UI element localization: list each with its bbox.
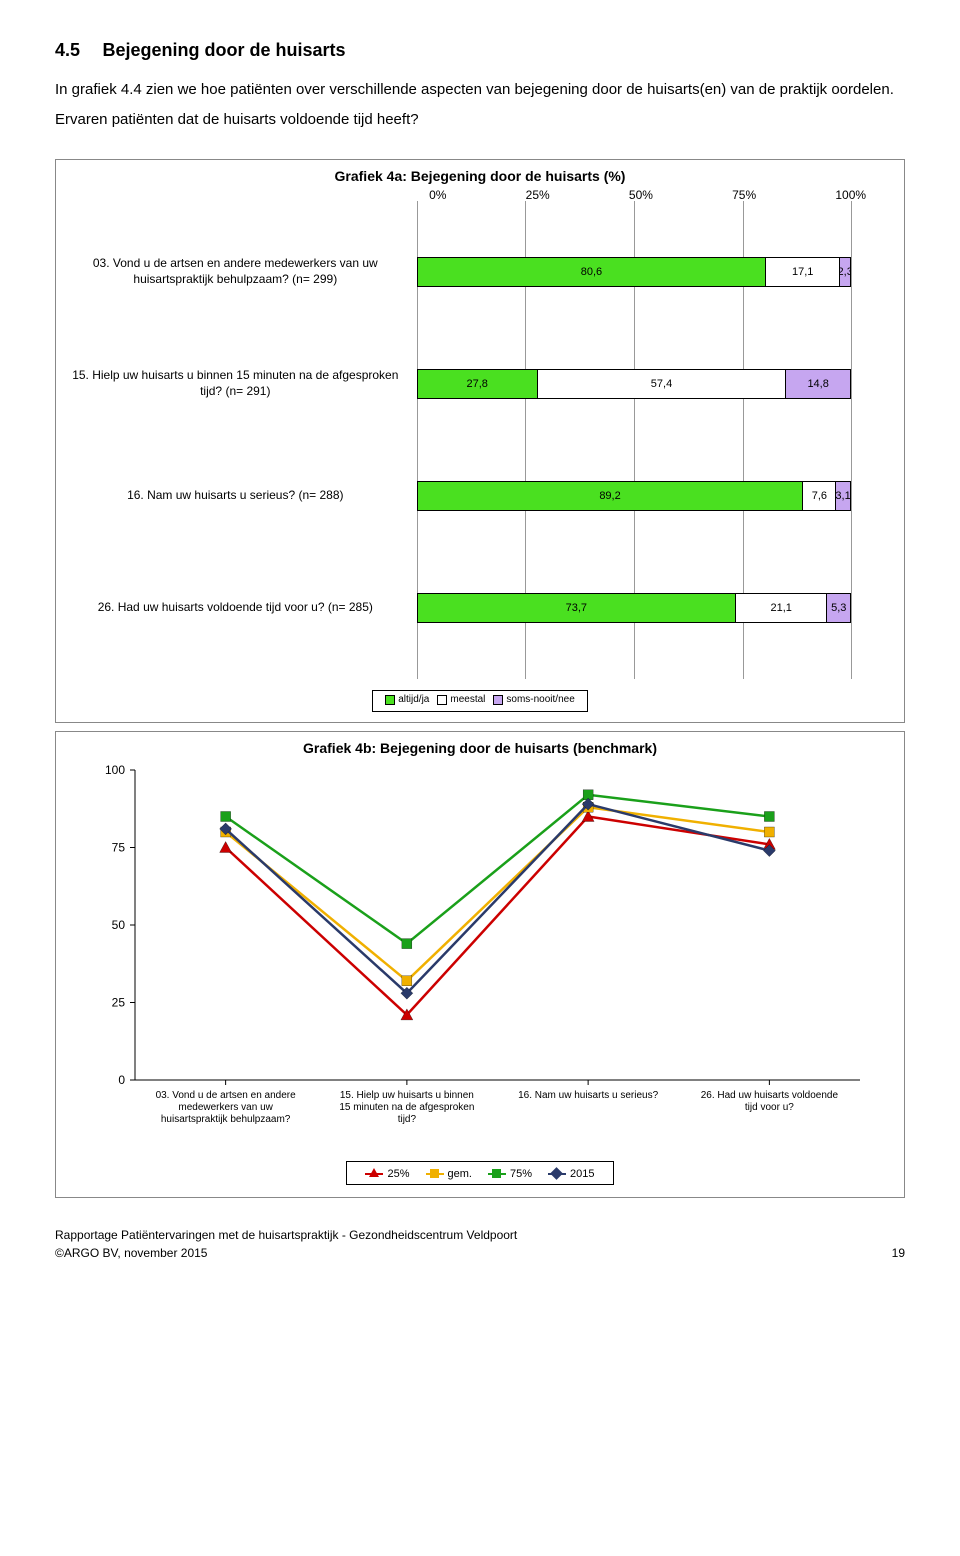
section-title: Bejegening door de huisarts — [102, 40, 345, 61]
chart-4b: Grafiek 4b: Bejegening door de huisarts … — [55, 731, 905, 1198]
bar-row: 26. Had uw huisarts voldoende tijd voor … — [64, 564, 884, 652]
bar-label: 26. Had uw huisarts voldoende tijd voor … — [64, 600, 417, 616]
legend-item: 75% — [488, 1168, 532, 1180]
bar-row: 15. Hielp uw huisarts u binnen 15 minute… — [64, 340, 884, 428]
svg-text:50: 50 — [112, 918, 126, 932]
bar-row: 03. Vond u de artsen en andere medewerke… — [64, 228, 884, 316]
legend-item: gem. — [426, 1168, 472, 1180]
bar-segment: 3,1 — [836, 482, 849, 510]
bar-segment: 7,6 — [803, 482, 836, 510]
xtick: 0% — [429, 188, 446, 202]
legend-item: meestal — [437, 694, 485, 705]
bar-segment: 21,1 — [736, 594, 827, 622]
page-number: 19 — [892, 1244, 905, 1262]
xtick: 25% — [526, 188, 550, 202]
legend-item: 25% — [365, 1168, 409, 1180]
svg-text:tijd?: tijd? — [398, 1114, 417, 1125]
legend-item: altijd/ja — [385, 694, 429, 705]
chart-4a: Grafiek 4a: Bejegening door de huisarts … — [55, 159, 905, 723]
bar-segment: 57,4 — [538, 370, 786, 398]
bar-track: 27,857,414,8 — [417, 369, 852, 399]
bar-row: 16. Nam uw huisarts u serieus? (n= 288)8… — [64, 452, 884, 540]
bar-segment: 80,6 — [418, 258, 767, 286]
bar-segment: 89,2 — [418, 482, 804, 510]
chart-4b-title: Grafiek 4b: Bejegening door de huisarts … — [56, 732, 904, 760]
bar-track: 80,617,12,3 — [417, 257, 852, 287]
footer-copyright: ©ARGO BV, november 2015 — [55, 1244, 207, 1262]
svg-text:15. Hielp uw huisarts u binnen: 15. Hielp uw huisarts u binnen — [340, 1090, 474, 1101]
svg-text:26. Had uw huisarts voldoende: 26. Had uw huisarts voldoende — [701, 1090, 839, 1101]
svg-text:tijd voor u?: tijd voor u? — [745, 1102, 794, 1113]
chart-4a-legend: altijd/ja meestal soms-nooit/nee — [56, 686, 904, 722]
chart-4b-legend: 25% gem. 75% 2015 — [56, 1155, 904, 1197]
bar-track: 89,27,63,1 — [417, 481, 852, 511]
xtick: 75% — [732, 188, 756, 202]
svg-text:15 minuten na de afgesproken: 15 minuten na de afgesproken — [339, 1102, 474, 1113]
legend-item: soms-nooit/nee — [493, 694, 574, 705]
svg-text:huisartspraktijk behulpzaam?: huisartspraktijk behulpzaam? — [161, 1114, 291, 1125]
svg-text:medewerkers van uw: medewerkers van uw — [178, 1102, 273, 1113]
chart-4b-svg: 0 25 50 75 100 03. Vond u de artsen en andere… — [80, 760, 880, 1150]
xtick: 100% — [835, 188, 866, 202]
bar-segment: 73,7 — [418, 594, 737, 622]
bar-label: 15. Hielp uw huisarts u binnen 15 minute… — [64, 368, 417, 399]
bar-segment: 5,3 — [827, 594, 850, 622]
svg-text:100: 100 — [105, 763, 125, 777]
bar-label: 16. Nam uw huisarts u serieus? (n= 288) — [64, 488, 417, 504]
footer-line1: Rapportage Patiëntervaringen met de huis… — [55, 1226, 905, 1244]
legend-item: 2015 — [548, 1168, 594, 1180]
bar-segment: 14,8 — [786, 370, 850, 398]
chart-4a-xaxis: 0% 25% 50% 75% 100% — [56, 188, 904, 204]
chart-4a-title: Grafiek 4a: Bejegening door de huisarts … — [56, 160, 904, 188]
bar-segment: 27,8 — [418, 370, 538, 398]
section-paragraph: In grafiek 4.4 zien we hoe patiënten ove… — [55, 75, 905, 135]
bar-segment: 2,3 — [840, 258, 850, 286]
bar-segment: 17,1 — [766, 258, 840, 286]
svg-text:75: 75 — [112, 840, 126, 854]
section-number: 4.5 — [55, 40, 80, 61]
bar-label: 03. Vond u de artsen en andere medewerke… — [64, 256, 417, 287]
section-heading: 4.5 Bejegening door de huisarts — [55, 40, 905, 61]
svg-text:03. Vond u de artsen en andere: 03. Vond u de artsen en andere — [156, 1090, 297, 1101]
page-footer: Rapportage Patiëntervaringen met de huis… — [55, 1226, 905, 1262]
bar-track: 73,721,15,3 — [417, 593, 852, 623]
xtick: 50% — [629, 188, 653, 202]
svg-text:0: 0 — [118, 1073, 125, 1087]
svg-text:25: 25 — [112, 995, 126, 1009]
svg-text:16. Nam uw huisarts u serieus?: 16. Nam uw huisarts u serieus? — [518, 1090, 659, 1101]
